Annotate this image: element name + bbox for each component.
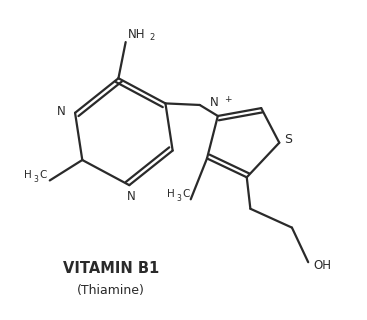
Text: C: C (182, 189, 190, 199)
Text: C: C (40, 170, 47, 180)
Text: N: N (127, 190, 135, 203)
Text: 2: 2 (149, 33, 155, 42)
Text: S: S (284, 133, 292, 146)
Text: 3: 3 (176, 194, 181, 203)
Text: N: N (210, 96, 219, 109)
Text: OH: OH (314, 259, 332, 272)
Text: H: H (167, 189, 175, 199)
Text: (Thiamine): (Thiamine) (77, 284, 145, 297)
Text: VITAMIN B1: VITAMIN B1 (63, 261, 159, 276)
Text: +: + (224, 95, 232, 104)
Text: N: N (57, 105, 66, 118)
Text: NH: NH (127, 28, 145, 41)
Text: H: H (25, 170, 32, 180)
Text: 3: 3 (33, 175, 39, 184)
